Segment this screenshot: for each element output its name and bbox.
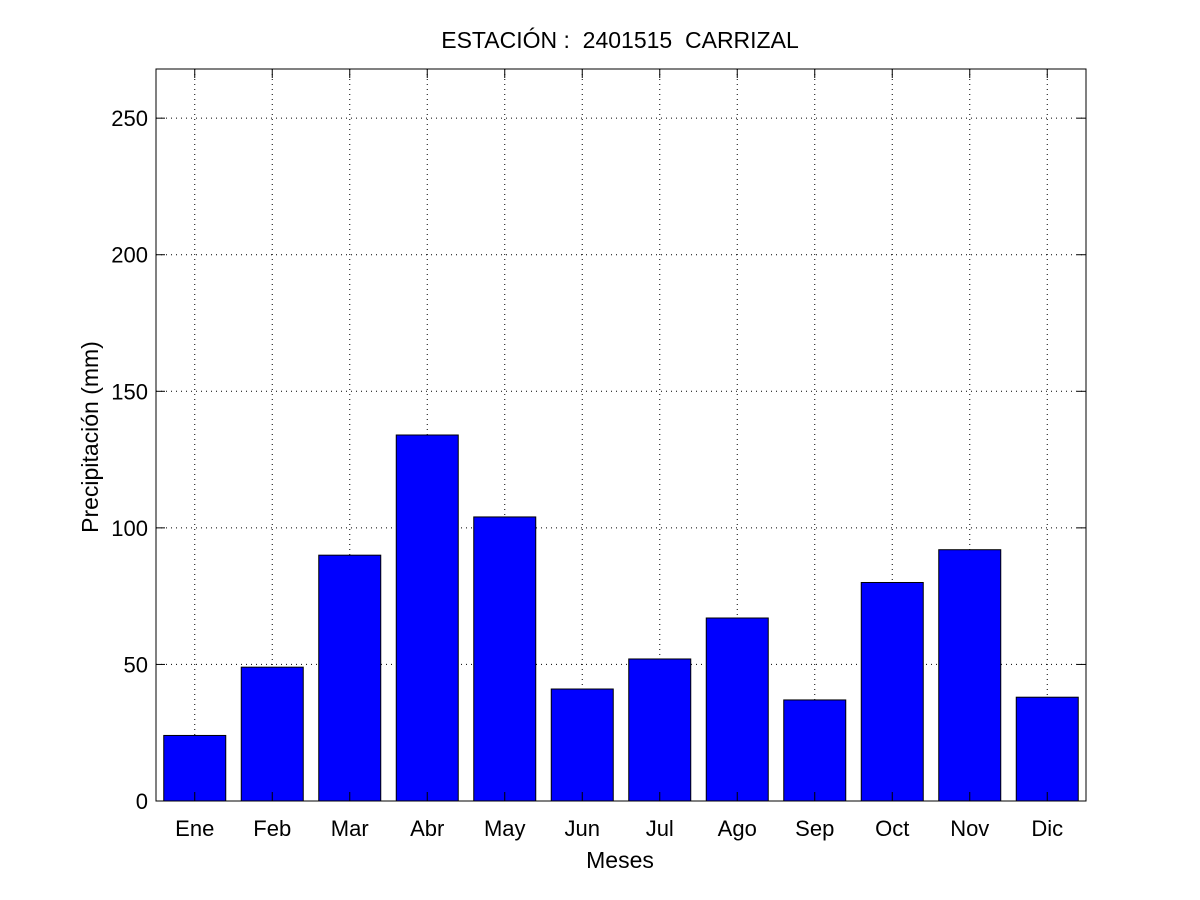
x-tick-label: Dic (1031, 816, 1063, 841)
y-tick-labels: 0 50 100 150 200 250 (111, 106, 148, 814)
y-tick-label: 200 (111, 243, 148, 268)
x-tick-label: Nov (950, 816, 989, 841)
bars (163, 434, 1079, 802)
y-tick-label: 0 (136, 789, 148, 814)
x-tick-label: Feb (253, 816, 291, 841)
axis-ticks (156, 69, 1086, 802)
y-tick-label: 100 (111, 516, 148, 541)
y-tick-label: 150 (111, 379, 148, 404)
x-axis-label: Meses (586, 847, 654, 873)
x-tick-label: Jul (646, 816, 674, 841)
bar-sep (783, 699, 847, 802)
bar-jul (628, 658, 692, 802)
x-tick-label: Ene (175, 816, 214, 841)
x-tick-label: May (484, 816, 526, 841)
x-tick-label: Ago (718, 816, 757, 841)
bar-ene (163, 734, 227, 802)
bar-nov (938, 549, 1002, 802)
bar-dic (1015, 696, 1079, 802)
y-axis-label: Precipitación (mm) (77, 341, 103, 533)
chart-title: ESTACIÓN : 2401515 CARRIZAL (441, 27, 799, 53)
x-tick-label: Sep (795, 816, 834, 841)
x-tick-label: Abr (410, 816, 444, 841)
plot-frame (155, 68, 1087, 802)
x-tick-label: Oct (875, 816, 909, 841)
bar-feb (240, 666, 304, 802)
x-tick-labels: Ene Feb Mar Abr May Jun Jul Ago Sep Oct Nov Dic (175, 816, 1063, 841)
bar-abr (395, 434, 459, 802)
y-tick-label: 50 (124, 652, 148, 677)
bar-oct (860, 581, 924, 802)
y-tick-label: 250 (111, 106, 148, 131)
x-tick-label: Jun (565, 816, 600, 841)
x-tick-label: Mar (331, 816, 369, 841)
bar-ago (705, 617, 769, 802)
bar-mar (318, 554, 382, 802)
bar-jun (550, 688, 614, 802)
bar-may (473, 516, 537, 802)
